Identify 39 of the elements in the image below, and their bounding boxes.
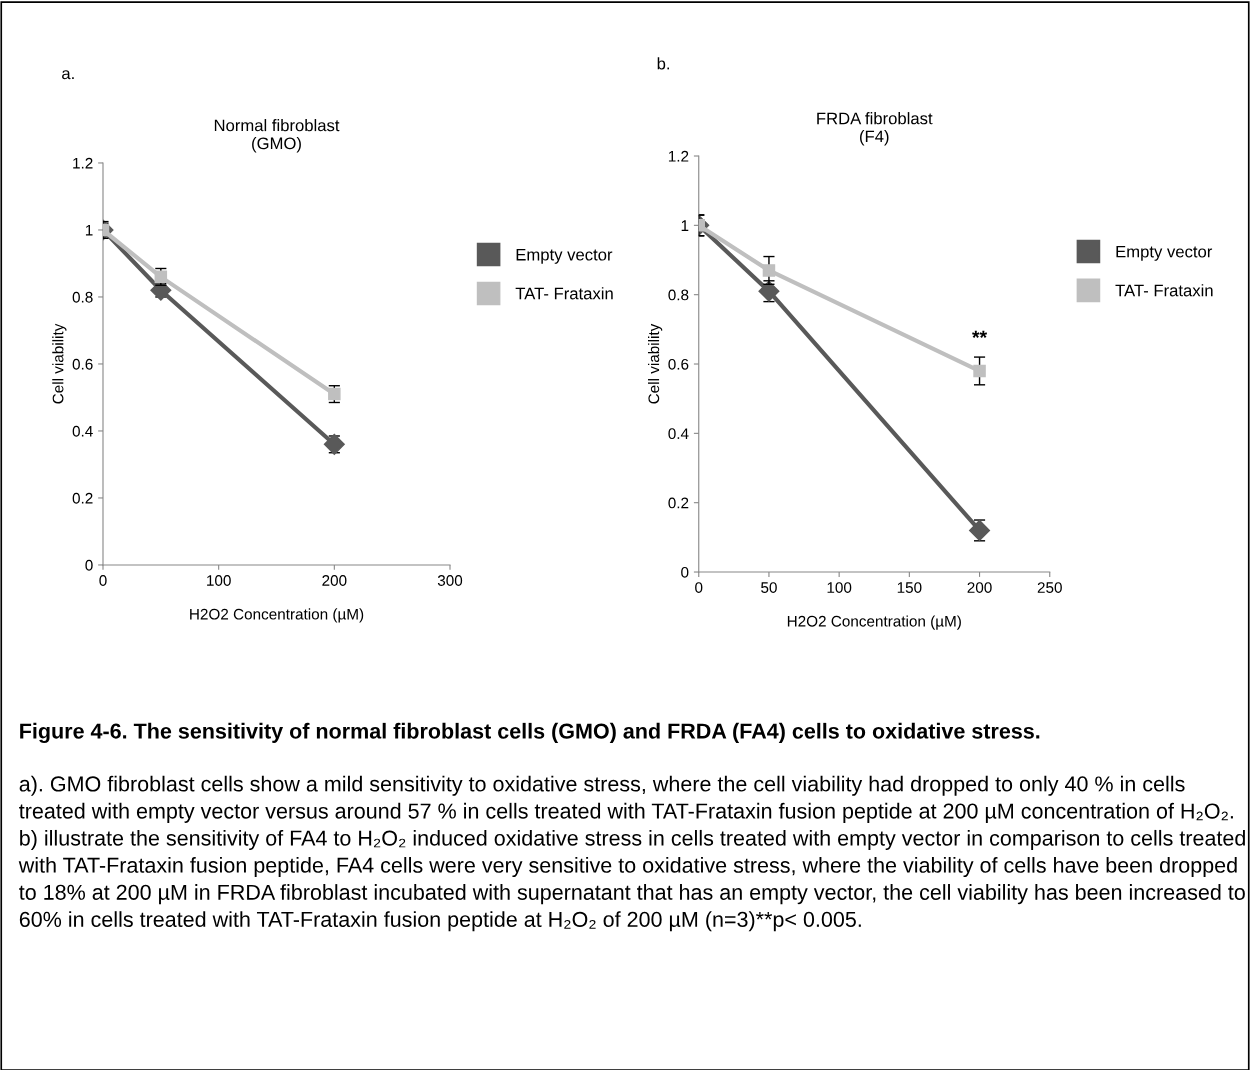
y-axis-title: Cell viability [647, 323, 663, 404]
x-tick-label: 0 [695, 582, 703, 593]
y-tick-label: 0.4 [668, 428, 689, 440]
y-tick-label: 1.2 [73, 157, 93, 169]
legend-label: TAT- Frataxin [515, 287, 613, 300]
y-tick-label: 1.2 [668, 150, 689, 162]
legend-label: Empty vector [1116, 245, 1213, 261]
text: b. [657, 57, 670, 70]
x-tick-label: 100 [207, 575, 231, 586]
y-tick-label: 0 [681, 566, 689, 578]
y-tick-label: 0.6 [72, 358, 93, 370]
x-tick-label: 200 [967, 582, 992, 593]
y-tick-label: 1 [681, 220, 689, 231]
y-tick-label: 1 [85, 224, 93, 236]
caption: Figure 4-6. The sensitivity of normal fibroblast cells (GMO) and FRDA (FA4) cells to oxidative stress. [20, 722, 1040, 744]
legend-label: TAT- Frataxin [1115, 284, 1213, 297]
chart-title: Normal fibroblast (GMO) [214, 119, 340, 153]
y-axis-title: Cell viability [52, 323, 67, 404]
x-tick-label: 150 [897, 582, 922, 593]
x-tick-label: 100 [827, 582, 852, 593]
x-axis-title: H2O2 Concentration (µM) [787, 615, 961, 630]
legend-label: Empty vector [516, 248, 613, 264]
text: a). GMO fibroblast cells show a mild sensitivity to oxidative stress, where the cell viability had dropped to only 40 % in cells treated with empty vector versus around 57 % in cells treated with TAT-Frataxin fusion peptide at 200 µM concentration of H₂O₂. b) illustrate the sensitivity of FA4 to H₂O₂ induced oxidative stress in cells treated with empty vector in comparison to cells treated with TAT-Frataxin fusion peptide, FA4 cells were very sensitive to oxidative stress, where the viability of cells have been dropped to 18% at 200 µM in FRDA fibroblast incubated with supernatant that has an empty vector, the cell viability has been increased to 60% in cells treated with TAT-Frataxin fusion peptide at H₂O₂ of 200 µM (n=3)**p< 0.005. [18, 775, 1245, 932]
x-tick-label: 300 [437, 575, 463, 586]
y-tick-label: 0.2 [72, 492, 93, 504]
x-axis-title: H2O2 Concentration (µM) [190, 608, 364, 623]
x-tick-label: 250 [1037, 582, 1062, 593]
x-tick-label: 50 [761, 582, 777, 593]
y-tick-label: 0.2 [668, 497, 689, 509]
text: a. [62, 70, 74, 80]
x-tick-label: 0 [99, 575, 107, 586]
y-tick-label: 0.8 [668, 289, 689, 301]
x-tick-label: 200 [322, 575, 347, 586]
y-tick-label: 0 [85, 559, 93, 571]
y-tick-label: 0.6 [668, 358, 689, 370]
y-tick-label: 0.8 [72, 291, 93, 303]
y-tick-label: 0.4 [72, 425, 93, 437]
annotation: ** [972, 330, 988, 338]
chart-title: FRDA fibroblast (F4) [817, 112, 933, 146]
